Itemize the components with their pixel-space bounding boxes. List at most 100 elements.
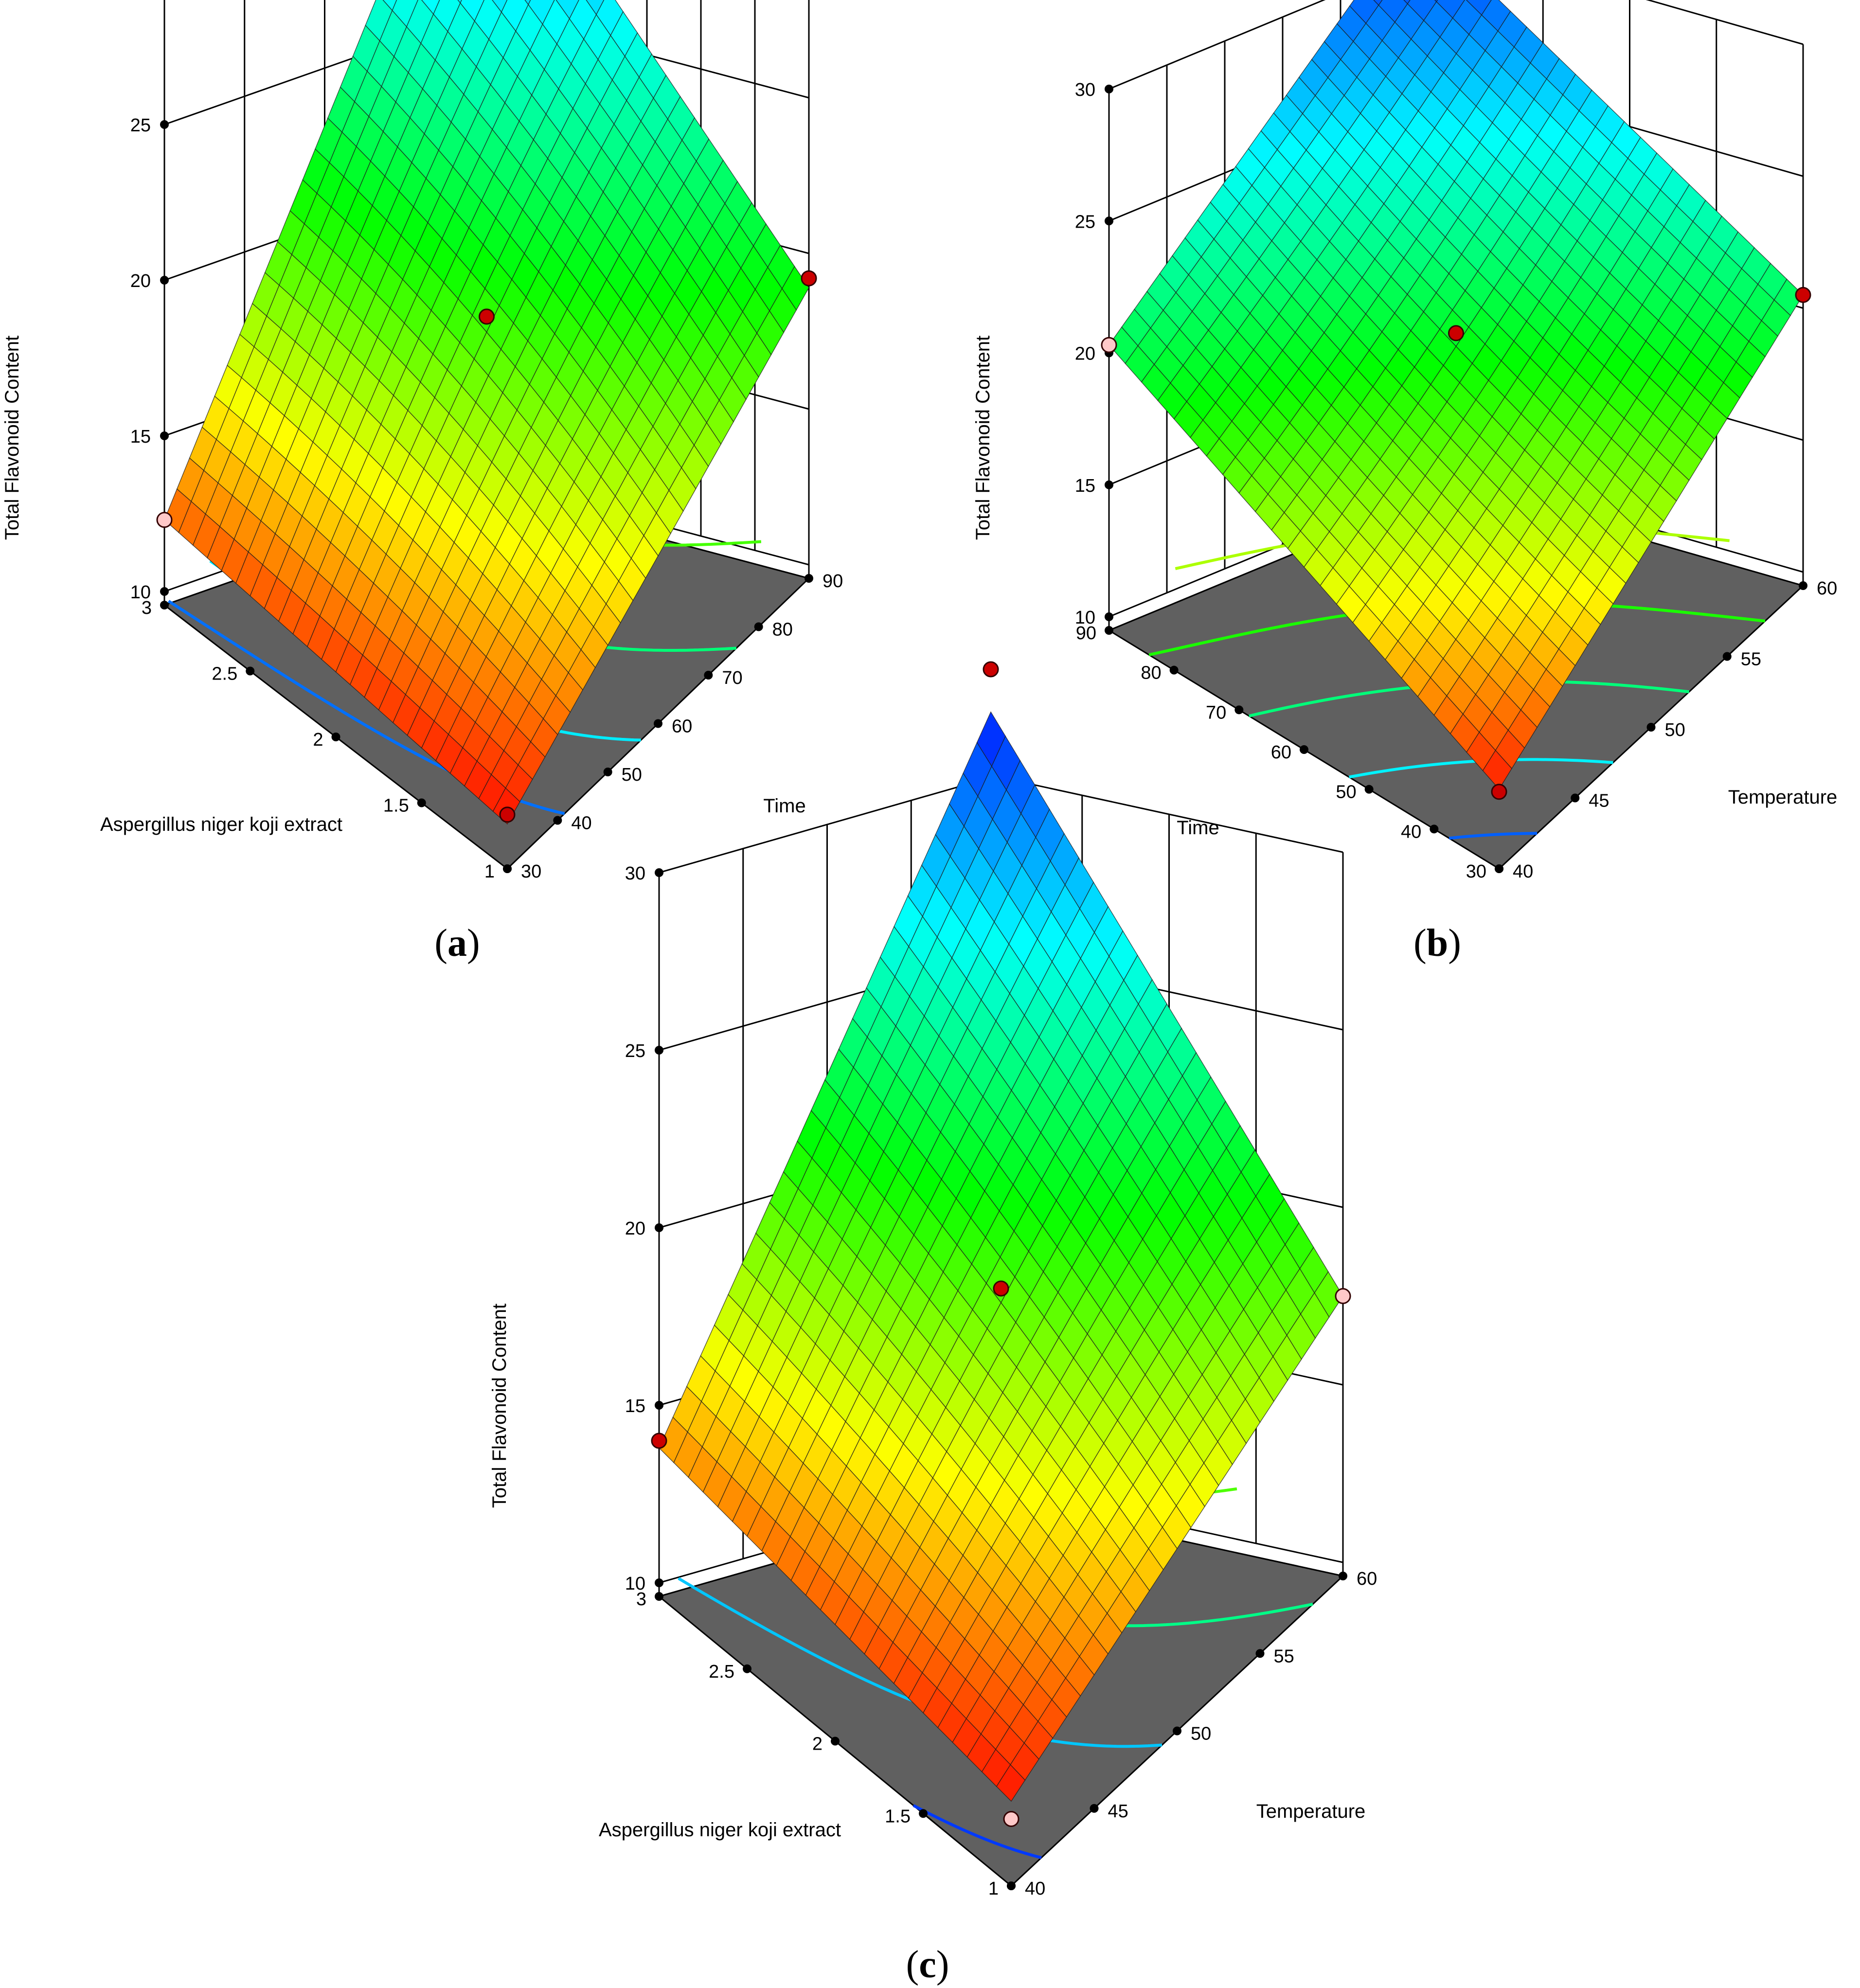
panel-b-z-ticks: 10 15 20 25 30 xyxy=(1075,80,1113,628)
tick-label: 90 xyxy=(1076,623,1096,644)
tick-mark xyxy=(1234,705,1244,715)
right-axis-title: Temperature xyxy=(1256,1801,1366,1822)
z-axis-title: Total Flavonoid Content xyxy=(489,1304,510,1508)
design-point xyxy=(1335,1288,1351,1304)
tick-mark xyxy=(160,601,169,609)
panel-a-surface xyxy=(164,0,809,825)
tick-mark xyxy=(805,574,813,583)
tick-label: 10 xyxy=(625,1574,645,1594)
surface-cell xyxy=(492,0,508,13)
tick-label: 40 xyxy=(1025,1879,1045,1899)
tick-label: 50 xyxy=(1191,1724,1211,1744)
tick-label: 1.5 xyxy=(885,1806,911,1827)
panel-c-left-axis: 1 1.5 2 2.5 3 xyxy=(636,1589,1016,1899)
tick-label: 15 xyxy=(625,1396,645,1416)
tick-mark xyxy=(754,622,763,631)
tick-label: 70 xyxy=(722,668,742,688)
panel-c-z-axis xyxy=(658,852,1344,1596)
tick-mark xyxy=(655,1578,663,1587)
tick-label: 55 xyxy=(1274,1646,1294,1666)
tick-label: 30 xyxy=(1075,80,1095,100)
tick-label: 25 xyxy=(130,115,151,136)
design-point xyxy=(1101,337,1117,353)
tick-mark xyxy=(1364,785,1374,794)
tick-label: 10 xyxy=(130,582,151,603)
panel-b-surface xyxy=(1109,0,1804,790)
tick-label: 2 xyxy=(313,730,323,750)
design-point xyxy=(1491,784,1507,800)
tick-mark xyxy=(553,816,562,825)
tick-label: 1.5 xyxy=(383,796,409,816)
tick-label: 70 xyxy=(1206,702,1226,723)
tick-mark xyxy=(417,798,426,807)
tick-mark xyxy=(1722,652,1732,661)
tick-label: 80 xyxy=(1141,663,1161,683)
tick-mark xyxy=(654,719,662,728)
tick-label: 55 xyxy=(1741,649,1761,670)
tick-mark xyxy=(1646,723,1656,732)
tick-label: 30 xyxy=(625,863,645,884)
tick-mark xyxy=(1169,665,1179,675)
tick-label: 20 xyxy=(130,271,151,291)
design-point xyxy=(499,806,516,823)
panel-b-left-axis: 30 40 50 60 70 80 90 xyxy=(1076,623,1503,882)
tick-label: 3 xyxy=(636,1589,646,1610)
tick-mark xyxy=(1105,612,1113,621)
tick-label: 30 xyxy=(521,861,541,882)
panel-a: 30 40 50 60 70 80 90 1 1.5 2 2.5 310 15 20 25 30 Total F… xyxy=(1,0,843,882)
tick-mark xyxy=(160,276,169,285)
tick-mark xyxy=(603,768,612,776)
tick-label: 1 xyxy=(484,861,495,882)
tick-mark xyxy=(160,120,169,129)
tick-mark xyxy=(246,666,255,676)
tick-label: 50 xyxy=(1336,782,1356,803)
tick-mark xyxy=(1430,824,1439,834)
caption-c: (c) xyxy=(906,1943,949,1986)
tick-label: 60 xyxy=(1271,742,1291,763)
tick-label: 30 xyxy=(1466,861,1486,882)
left-axis-title: Aspergillus niger koji extract xyxy=(100,814,342,835)
tick-mark xyxy=(1173,1726,1181,1736)
panel-b-z-axis xyxy=(1108,44,1804,630)
z-axis-title: Total Flavonoid Content xyxy=(1,336,23,540)
caption-b: (b) xyxy=(1413,922,1461,965)
tick-label: 2 xyxy=(812,1734,823,1755)
tick-label: 25 xyxy=(625,1041,645,1061)
tick-mark xyxy=(160,587,169,596)
panel-b-right-axis: 40 45 50 55 60 xyxy=(1495,578,1837,882)
tick-label: 15 xyxy=(130,427,151,447)
tick-mark xyxy=(160,431,169,440)
panel-c-surface xyxy=(659,711,1343,1802)
surface-cell xyxy=(1403,0,1411,4)
design-point xyxy=(801,270,817,287)
tick-mark xyxy=(1339,1572,1347,1580)
surface-cell xyxy=(1373,0,1383,6)
tick-mark xyxy=(1495,864,1503,873)
tick-label: 80 xyxy=(772,620,793,640)
surface-cell xyxy=(524,0,531,5)
tick-label: 90 xyxy=(823,571,843,591)
tick-mark xyxy=(919,1809,928,1818)
tick-mark xyxy=(1799,581,1807,590)
design-point xyxy=(1003,1811,1019,1827)
tick-mark xyxy=(1105,626,1113,635)
tick-label: 60 xyxy=(1357,1569,1377,1589)
tick-label: 45 xyxy=(1589,791,1609,811)
design-point xyxy=(651,1433,667,1449)
tick-mark xyxy=(655,1401,663,1410)
tick-mark xyxy=(1571,793,1580,803)
panel-c-right-axis: 40 45 50 55 60 xyxy=(1007,1569,1377,1899)
tick-label: 2.5 xyxy=(709,1662,734,1682)
tick-mark xyxy=(1105,480,1113,489)
design-point xyxy=(1795,287,1811,303)
tick-label: 20 xyxy=(1075,344,1095,364)
design-point xyxy=(156,512,173,528)
tick-mark xyxy=(655,1046,663,1055)
left-axis-title: Temperature xyxy=(1728,787,1838,808)
tick-label: 50 xyxy=(622,765,642,785)
tick-label: 2.5 xyxy=(212,664,237,684)
contour-line xyxy=(912,1804,1042,1859)
tick-mark xyxy=(1007,1881,1016,1890)
tick-mark xyxy=(1090,1804,1099,1813)
